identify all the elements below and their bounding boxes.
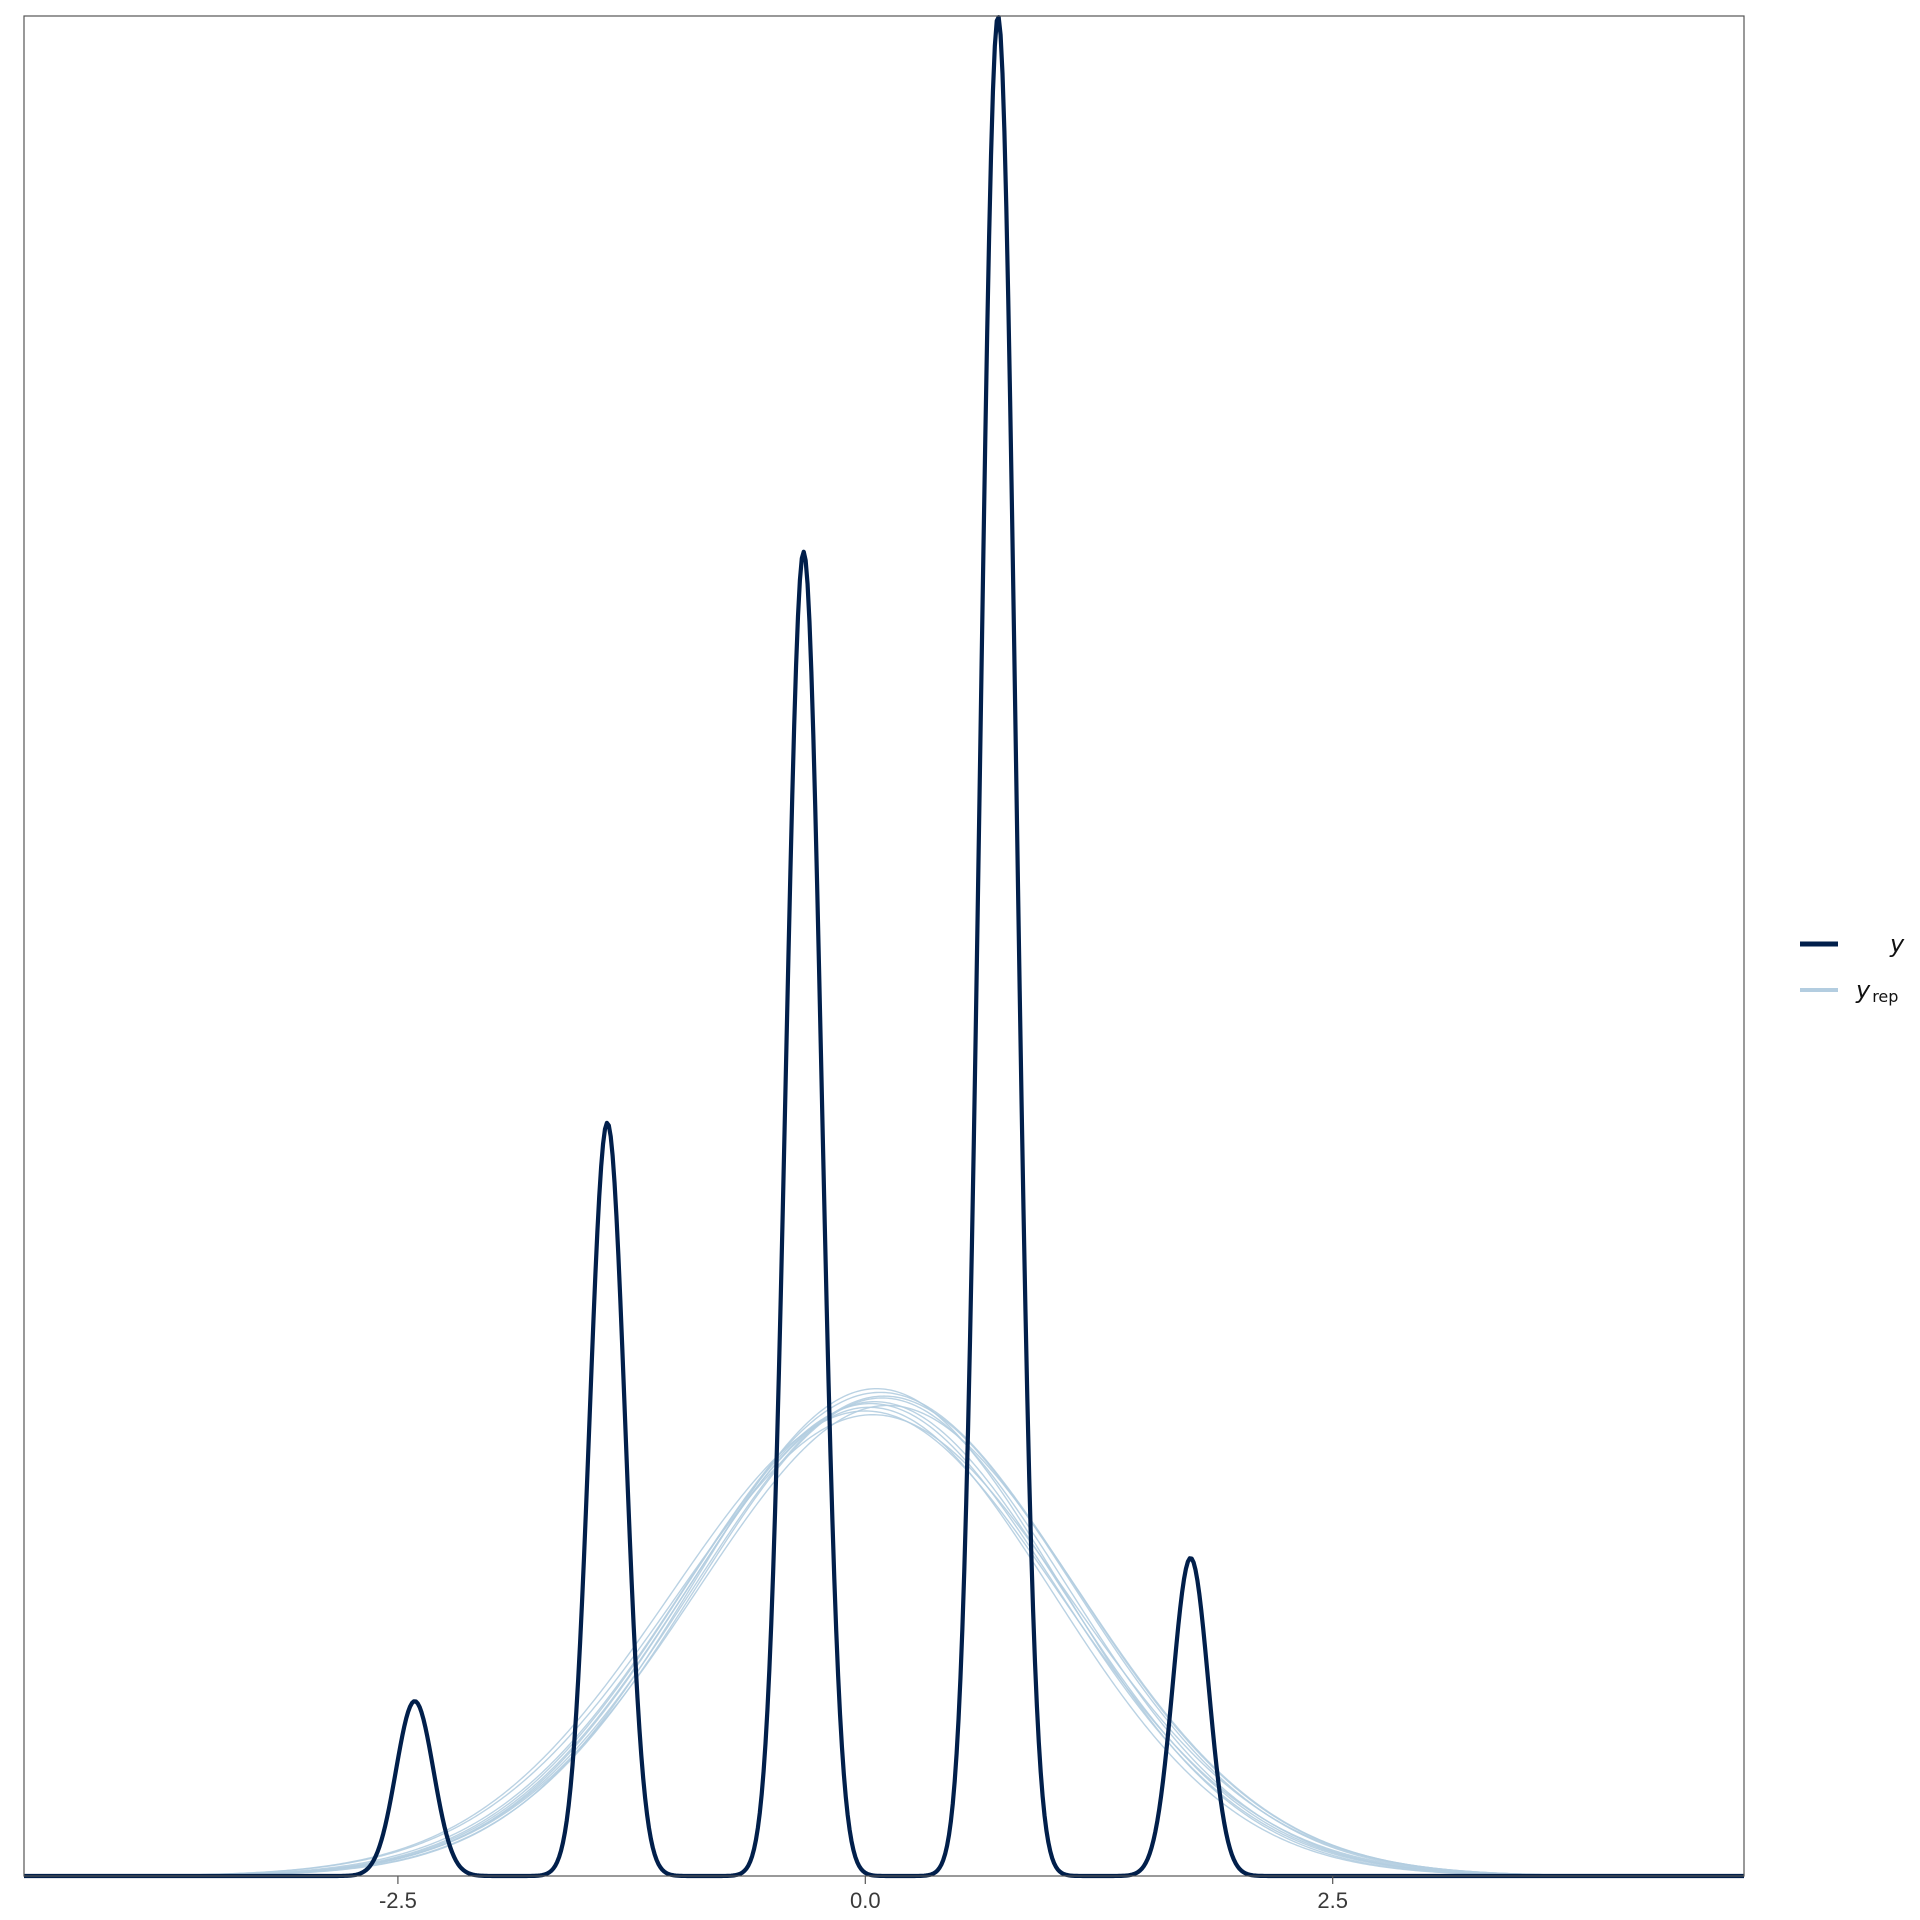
y-density-line xyxy=(23,15,1745,1879)
x-tick-label: 0.0 xyxy=(850,1888,881,1913)
legend: y y rep xyxy=(1800,930,1905,1006)
legend-label-y_rep: y rep xyxy=(1855,976,1898,1006)
y-rep-density-line-6 xyxy=(24,1387,1744,1877)
y-rep-density-line-2 xyxy=(23,1391,1744,1877)
y-rep-density-line-8 xyxy=(24,1414,1745,1877)
y-rep-density-line-7 xyxy=(24,1404,1744,1877)
x-axis: -2.5 0.0 2.5 xyxy=(379,1876,1348,1913)
y-rep-density-line-1 xyxy=(24,1400,1744,1877)
y-rep-series xyxy=(23,1387,1745,1877)
y-rep-density-line-3 xyxy=(24,1406,1744,1877)
x-tick-label: -2.5 xyxy=(379,1888,417,1913)
plot-panel-border xyxy=(23,15,1745,1877)
x-tick-label: 2.5 xyxy=(1317,1888,1348,1913)
y-rep-density-line-10 xyxy=(24,1402,1744,1877)
y-rep-density-line-4 xyxy=(24,1395,1744,1877)
y-rep-density-line-9 xyxy=(24,1397,1744,1877)
legend-label-y: y xyxy=(1889,930,1905,958)
y-rep-density-line-5 xyxy=(24,1410,1744,1877)
y-series xyxy=(23,15,1745,1879)
